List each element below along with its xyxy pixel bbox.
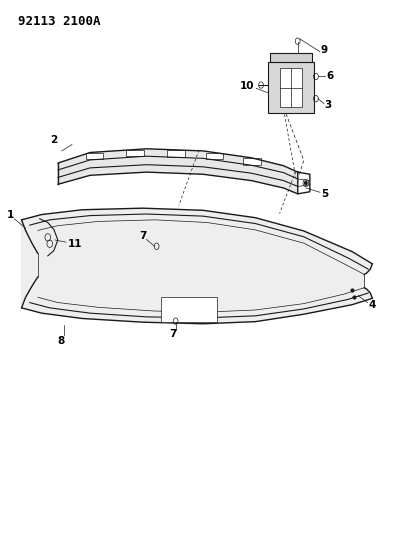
Bar [269, 53, 311, 62]
Polygon shape [58, 149, 297, 194]
Circle shape [304, 181, 306, 184]
Text: 92113 2100A: 92113 2100A [17, 14, 100, 28]
Bar [160, 297, 217, 322]
Text: 10: 10 [239, 81, 254, 91]
Bar [279, 68, 301, 108]
Text: 8: 8 [57, 336, 64, 346]
Text: 11: 11 [68, 239, 82, 249]
Text: 3: 3 [324, 100, 331, 110]
Bar [126, 150, 144, 156]
Bar [243, 158, 260, 165]
Bar [267, 62, 313, 113]
Polygon shape [21, 208, 371, 324]
Text: 7: 7 [169, 329, 176, 340]
Text: 5: 5 [320, 189, 328, 199]
Text: 6: 6 [325, 71, 333, 82]
Text: 7: 7 [139, 231, 146, 241]
Text: 2: 2 [50, 135, 57, 146]
Bar [85, 153, 103, 159]
Text: 9: 9 [320, 45, 327, 55]
Bar [166, 150, 184, 157]
Text: 1: 1 [7, 209, 14, 220]
Bar [205, 153, 223, 159]
Text: 4: 4 [367, 300, 375, 310]
